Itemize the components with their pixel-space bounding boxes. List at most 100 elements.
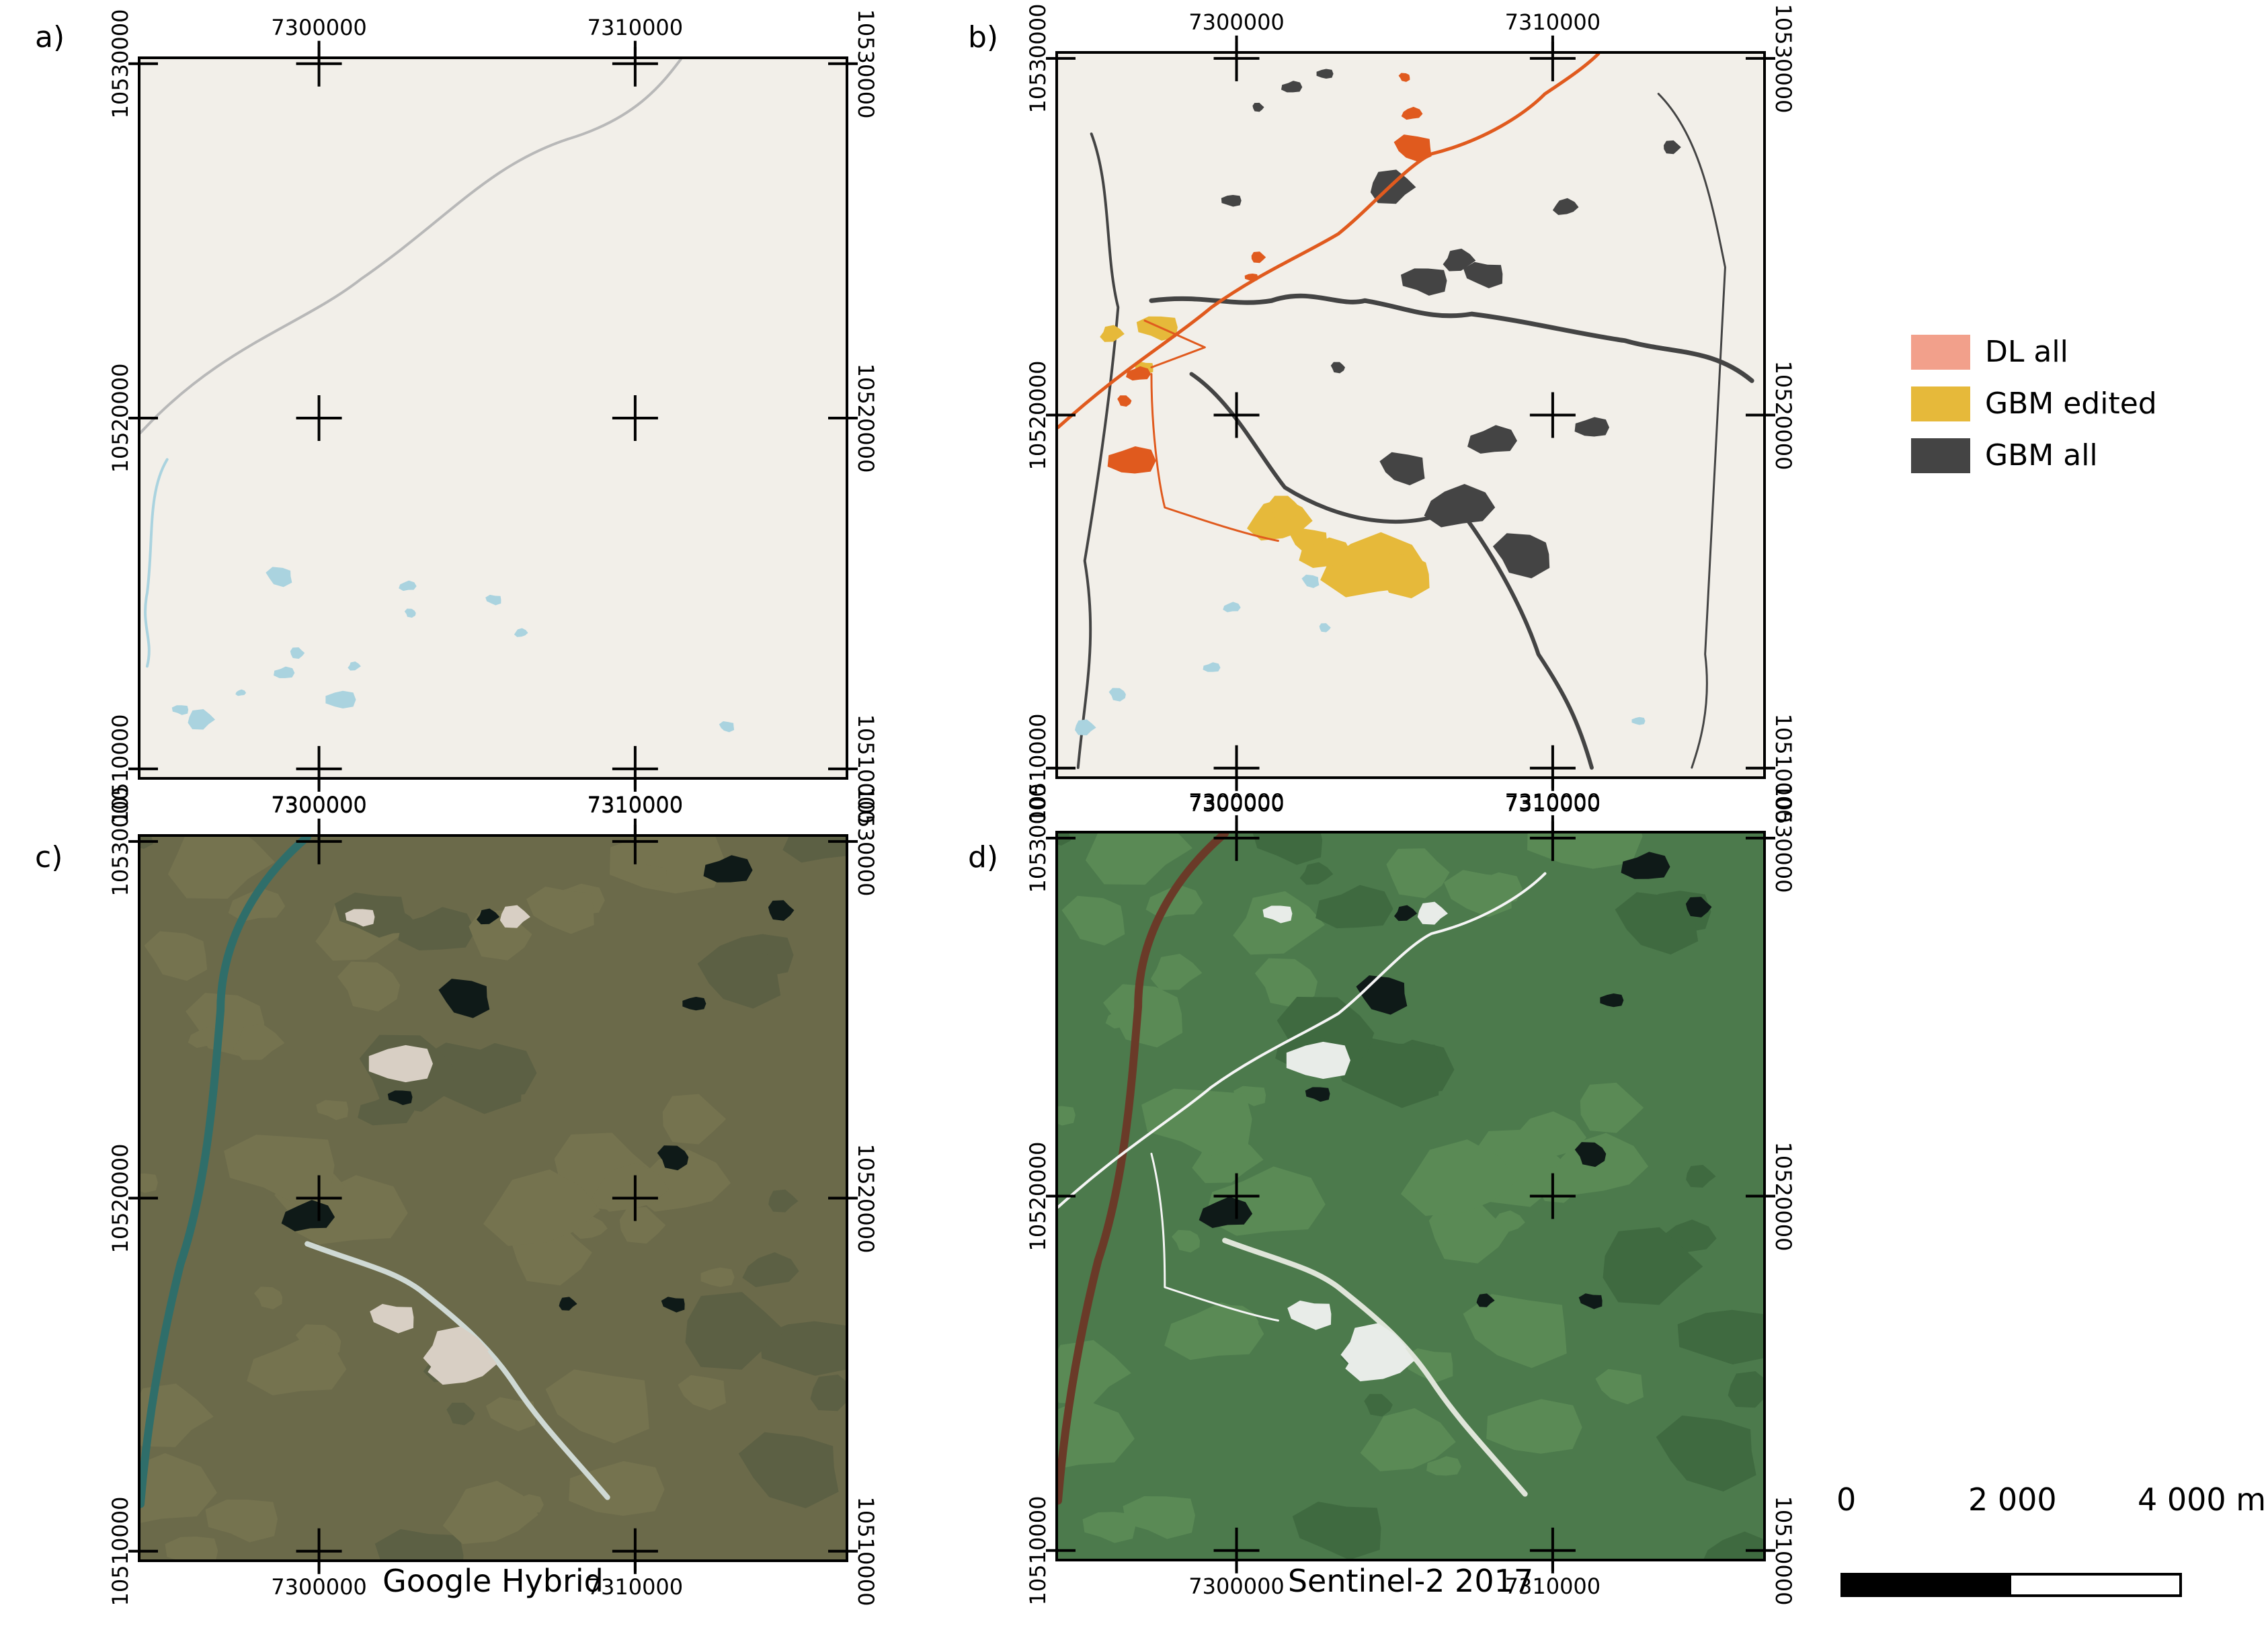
terrain-patch bbox=[316, 1100, 349, 1120]
terrain-patch bbox=[205, 1499, 278, 1543]
gbm-all-stream bbox=[1657, 93, 1726, 769]
water-body bbox=[1108, 688, 1126, 702]
map-frame bbox=[1055, 51, 1766, 779]
terrain-patch bbox=[1058, 1106, 1076, 1126]
terrain-patch bbox=[1061, 895, 1125, 946]
legend-label: GBM edited bbox=[1985, 386, 2157, 421]
gbm-edited-patch bbox=[1373, 553, 1430, 599]
lake bbox=[1393, 905, 1418, 922]
terrain-patch bbox=[1364, 1393, 1393, 1417]
water-body bbox=[290, 647, 305, 659]
terrain-patch bbox=[1292, 1502, 1381, 1559]
legend-swatch-gbm-edited bbox=[1911, 386, 1970, 421]
lake bbox=[1574, 1142, 1607, 1168]
dl-road bbox=[1143, 319, 1206, 369]
lake bbox=[768, 900, 795, 921]
lake bbox=[476, 908, 500, 925]
lake bbox=[657, 1145, 689, 1171]
bare-ground bbox=[1345, 1336, 1415, 1382]
gbm-all-patch bbox=[1467, 425, 1517, 454]
x-tick-label: 7310000 bbox=[587, 792, 684, 817]
water-body bbox=[1203, 662, 1221, 672]
terrain-patch bbox=[1085, 833, 1192, 885]
gbm-all-patch bbox=[1221, 195, 1242, 207]
water-body bbox=[719, 721, 735, 733]
legend-label: DL all bbox=[1985, 335, 2068, 369]
terrain-patch bbox=[700, 1267, 735, 1287]
lake bbox=[1600, 993, 1624, 1008]
terrain-patch bbox=[1444, 870, 1512, 917]
water-body bbox=[1319, 623, 1331, 633]
terrain-patch bbox=[140, 837, 153, 849]
bare-ground bbox=[1287, 1300, 1332, 1330]
water-body bbox=[1631, 717, 1646, 725]
terrain-patch bbox=[1172, 1229, 1201, 1253]
terrain-patch bbox=[1595, 1369, 1644, 1405]
map-background bbox=[140, 59, 846, 777]
dl-road bbox=[1058, 54, 1601, 430]
legend-item-gbm-edited: GBM edited bbox=[1911, 378, 2157, 430]
road bbox=[1058, 872, 1547, 1209]
water-body bbox=[171, 705, 189, 715]
y-tick-label: 10530000 bbox=[108, 9, 133, 119]
terrain-patch bbox=[1686, 1164, 1716, 1188]
y-tick-label: 10510000 bbox=[108, 1496, 133, 1606]
terrain-patch bbox=[1677, 1309, 1763, 1364]
gbm-all-patch bbox=[1552, 198, 1579, 215]
x-tick-label: 7310000 bbox=[587, 1574, 684, 1600]
lake bbox=[661, 1297, 685, 1313]
water-body bbox=[514, 628, 528, 637]
water-body bbox=[348, 661, 361, 671]
gbm-all-patch bbox=[1443, 248, 1476, 272]
gbm-all-patch bbox=[1424, 483, 1496, 528]
terrain-patch bbox=[1509, 1111, 1587, 1161]
terrain-patch bbox=[768, 1189, 799, 1213]
x-tick-label: 7300000 bbox=[271, 15, 367, 40]
terrain-patch bbox=[140, 1173, 158, 1193]
terrain-patch bbox=[1082, 1512, 1136, 1543]
panel-label: b) bbox=[968, 20, 999, 54]
road bbox=[1150, 1152, 1279, 1322]
y-tick-label: 10520000 bbox=[1771, 1141, 1796, 1251]
lake bbox=[1578, 1293, 1603, 1309]
lake bbox=[559, 1297, 577, 1311]
gbm-all-patch bbox=[1463, 261, 1503, 288]
y-tick-label: 10520000 bbox=[1771, 360, 1796, 470]
lake bbox=[1476, 1293, 1495, 1307]
terrain-patch bbox=[1105, 1007, 1141, 1029]
dl-all-patch bbox=[1393, 134, 1432, 163]
terrain-patch bbox=[337, 961, 401, 1012]
terrain-patch bbox=[1527, 833, 1643, 869]
terrain-patch bbox=[1386, 848, 1450, 899]
terrain-patch bbox=[1150, 953, 1203, 990]
water-body bbox=[273, 666, 295, 678]
water-body bbox=[235, 689, 247, 696]
legend-item-dl-all: DL all bbox=[1911, 326, 2157, 378]
terrain-patch bbox=[678, 1375, 727, 1411]
bare-ground bbox=[345, 909, 375, 927]
gbm-all-patch bbox=[1316, 69, 1334, 79]
scale-label-4000: 4 000 m bbox=[2138, 1481, 2267, 1518]
road-line bbox=[140, 59, 682, 434]
terrain-patch bbox=[1360, 1407, 1456, 1471]
y-tick-label: 10520000 bbox=[108, 1143, 133, 1253]
terrain-patch bbox=[1656, 1415, 1756, 1492]
terrain-patch bbox=[247, 1338, 347, 1395]
lake bbox=[281, 1200, 335, 1232]
dl-all-patch bbox=[1126, 366, 1151, 381]
gbm-edited-patch bbox=[1268, 495, 1300, 521]
x-tick-label: 7300000 bbox=[271, 792, 367, 817]
terrain-patch bbox=[144, 931, 208, 981]
terrain-patch bbox=[1233, 891, 1325, 955]
y-tick-label: 10530000 bbox=[853, 9, 879, 119]
bare-ground bbox=[1286, 1041, 1350, 1079]
gbm-all-patch bbox=[1330, 362, 1346, 374]
terrain-patch bbox=[738, 1432, 839, 1508]
terrain-patch bbox=[224, 1135, 335, 1202]
panel-label: a) bbox=[35, 20, 65, 54]
terrain-patch bbox=[398, 907, 476, 950]
terrain-patch bbox=[592, 1162, 670, 1212]
terrain-patch bbox=[1580, 1082, 1644, 1133]
legend-item-gbm-all: GBM all bbox=[1911, 430, 2157, 481]
terrain-patch bbox=[1164, 1302, 1264, 1360]
